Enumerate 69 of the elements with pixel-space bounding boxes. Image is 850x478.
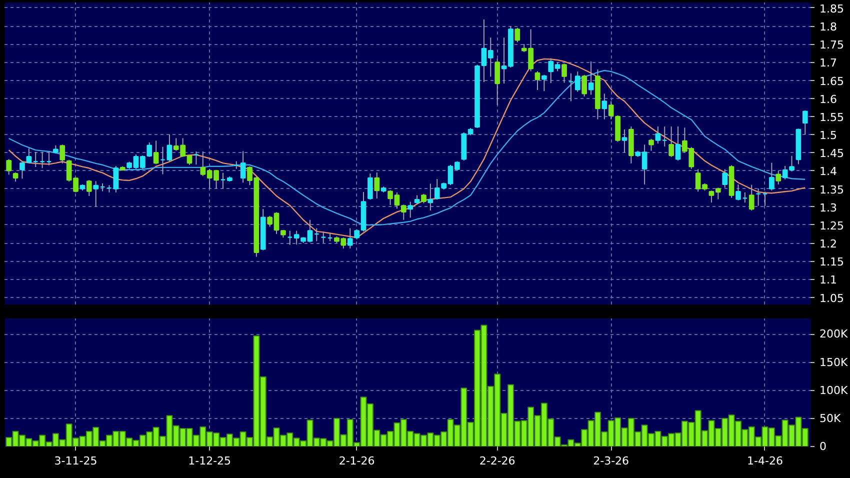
candlestick bbox=[240, 150, 246, 184]
y-tick-label: 1.3 bbox=[820, 201, 837, 214]
y-tick-label: 200K bbox=[820, 328, 848, 341]
x-tick-label: 2-2-26 bbox=[479, 454, 516, 468]
candlestick bbox=[347, 228, 353, 249]
y-tick-label: 1.7 bbox=[820, 56, 837, 70]
candlestick bbox=[542, 74, 547, 92]
candlestick bbox=[608, 100, 614, 120]
y-tick-label: 1.2 bbox=[820, 238, 837, 251]
x-tick-label: 2-1-26 bbox=[338, 454, 375, 468]
candlestick bbox=[615, 114, 620, 142]
candlestick bbox=[494, 58, 500, 106]
x-tick-label: 2-3-26 bbox=[593, 454, 630, 468]
y-tick-label: 1.6 bbox=[820, 92, 837, 106]
candlestick bbox=[562, 63, 567, 84]
candlestick bbox=[802, 110, 808, 136]
y-tick-label: 1.45 bbox=[820, 147, 844, 160]
candlestick bbox=[408, 201, 414, 218]
y-tick-label: 1.15 bbox=[820, 256, 844, 269]
candlestick bbox=[60, 144, 66, 164]
candlestick bbox=[153, 140, 159, 165]
candlestick bbox=[6, 158, 12, 176]
x-tick-label: 1-12-25 bbox=[188, 454, 232, 468]
y-tick-label: 100K bbox=[820, 384, 848, 397]
y-tick-label: 150K bbox=[820, 356, 848, 369]
y-tick-label: 0 bbox=[820, 440, 826, 453]
y-tick-label: 1.8 bbox=[820, 20, 837, 34]
x-tick-label: 1-4-26 bbox=[747, 454, 783, 468]
y-tick-label: 1.4 bbox=[820, 165, 837, 178]
y-tick-label: 1.55 bbox=[820, 110, 844, 124]
candlestick bbox=[514, 27, 520, 43]
candlestick bbox=[400, 204, 406, 220]
candlestick bbox=[12, 172, 18, 182]
x-tick-label: 3-11-25 bbox=[54, 454, 98, 468]
candlestick bbox=[146, 142, 152, 158]
candlestick bbox=[655, 126, 661, 144]
y-tick-label: 1.65 bbox=[820, 74, 844, 88]
candlestick bbox=[602, 93, 608, 120]
y-tick-label: 50K bbox=[820, 412, 842, 425]
candlestick bbox=[748, 184, 754, 211]
candlestick bbox=[776, 170, 782, 185]
candlestick bbox=[668, 126, 674, 158]
candlestick bbox=[368, 173, 373, 200]
candlestick bbox=[166, 134, 172, 162]
candlestick bbox=[582, 74, 587, 98]
candlestick bbox=[428, 183, 434, 211]
candlestick bbox=[421, 193, 426, 204]
y-tick-label: 1.25 bbox=[820, 219, 844, 232]
candlestick bbox=[534, 70, 540, 91]
candlestick bbox=[769, 162, 774, 192]
y-tick-label: 1.75 bbox=[820, 38, 844, 52]
candlestick bbox=[20, 160, 25, 180]
candlestick bbox=[622, 128, 628, 154]
y-tick-label: 1.35 bbox=[820, 183, 844, 196]
candlestick bbox=[354, 228, 360, 240]
y-tick-label: 1.85 bbox=[820, 2, 844, 16]
y-tick-label: 1.1 bbox=[820, 274, 837, 287]
candlestick bbox=[374, 172, 380, 200]
candlestick bbox=[574, 71, 580, 92]
candlestick bbox=[588, 60, 594, 96]
candlestick bbox=[86, 180, 92, 196]
candlestick bbox=[93, 180, 99, 208]
candlestick bbox=[26, 148, 32, 164]
candlestick bbox=[736, 184, 741, 201]
y-tick-label: 1.05 bbox=[820, 292, 844, 305]
y-tick-label: 1.5 bbox=[820, 129, 837, 142]
candlestick bbox=[722, 168, 728, 188]
candlestick bbox=[675, 126, 681, 162]
candlestick bbox=[648, 138, 654, 152]
